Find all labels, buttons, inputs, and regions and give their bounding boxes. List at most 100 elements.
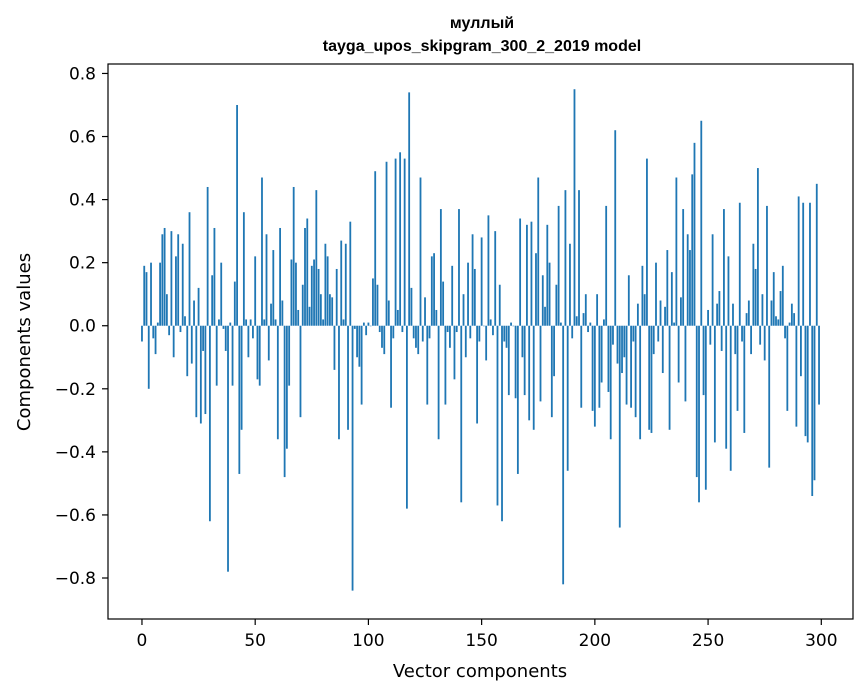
bar-component-30 xyxy=(208,325,211,522)
bar-component-207 xyxy=(609,325,612,440)
bar-component-89 xyxy=(342,319,345,326)
bar-component-206 xyxy=(607,325,610,392)
bar-component-154 xyxy=(489,319,492,326)
bar-component-275 xyxy=(763,325,766,361)
bar-component-211 xyxy=(618,325,621,528)
bar-component-234 xyxy=(670,272,673,326)
bar-component-146 xyxy=(471,234,474,326)
bar-component-225 xyxy=(650,325,653,433)
bar-component-103 xyxy=(374,171,377,326)
bar-component-194 xyxy=(580,325,583,408)
bar-component-102 xyxy=(372,278,374,326)
bar-component-153 xyxy=(487,215,490,326)
bar-component-175 xyxy=(537,177,540,326)
chart-title-line-2: tayga_upos_skipgram_300_2_2019 model xyxy=(323,38,641,55)
bar-component-291 xyxy=(800,325,802,377)
bar-component-172 xyxy=(530,221,533,326)
y-tick-label: −0.8 xyxy=(55,569,96,589)
x-tick-label: 50 xyxy=(244,631,266,651)
bar-component-107 xyxy=(383,325,386,355)
bar-component-183 xyxy=(555,284,558,326)
bar-component-100 xyxy=(367,322,370,326)
bar-component-164 xyxy=(512,325,515,327)
y-tick-label: 0.0 xyxy=(69,317,96,337)
bar-component-62 xyxy=(281,300,284,326)
bar-component-266 xyxy=(743,325,746,433)
x-tick-label: 300 xyxy=(805,631,837,651)
bar-component-85 xyxy=(333,325,336,370)
bar-component-157 xyxy=(496,325,499,506)
bar-component-281 xyxy=(777,319,780,326)
bar-component-229 xyxy=(659,300,662,326)
bar-component-290 xyxy=(797,196,800,326)
bar-component-136 xyxy=(449,325,451,348)
bar-component-86 xyxy=(335,268,338,326)
bar-component-244 xyxy=(693,142,696,326)
bar-component-216 xyxy=(630,325,632,408)
bar-component-111 xyxy=(392,325,395,339)
bar-component-131 xyxy=(437,325,440,440)
y-tick-label: 0.2 xyxy=(69,254,96,274)
bar-component-278 xyxy=(770,300,773,326)
bar-component-118 xyxy=(408,92,411,326)
bar-component-114 xyxy=(399,152,402,326)
bar-component-51 xyxy=(256,325,259,380)
bar-component-156 xyxy=(494,231,497,326)
bar-component-44 xyxy=(240,325,243,430)
bar-component-173 xyxy=(532,325,535,430)
bar-component-134 xyxy=(444,325,447,405)
bar-component-121 xyxy=(415,325,417,348)
bar-component-205 xyxy=(605,205,608,326)
bar-component-28 xyxy=(204,325,207,415)
bar-component-27 xyxy=(202,325,205,351)
bar-component-23 xyxy=(193,300,195,326)
bar-component-279 xyxy=(772,272,775,326)
bar-component-272 xyxy=(756,168,759,326)
bar-component-208 xyxy=(612,325,614,345)
bar-component-37 xyxy=(224,325,227,351)
bar-component-283 xyxy=(781,265,784,326)
bar-component-212 xyxy=(621,325,623,374)
bar-component-167 xyxy=(519,218,522,326)
bar-component-93 xyxy=(351,325,354,591)
bar-component-5 xyxy=(152,325,155,339)
bar-component-218 xyxy=(634,325,637,418)
x-tick-label: 200 xyxy=(579,631,611,651)
y-tick-label: 0.4 xyxy=(69,191,96,211)
bar-component-274 xyxy=(761,294,764,326)
bar-component-106 xyxy=(381,325,383,348)
bar-component-113 xyxy=(396,309,399,326)
bar-component-41 xyxy=(233,281,236,326)
bar-component-277 xyxy=(768,325,771,468)
bar-component-236 xyxy=(675,177,678,326)
bar-component-264 xyxy=(738,202,741,326)
bar-component-191 xyxy=(573,89,576,326)
bar-component-296 xyxy=(811,325,814,497)
bar-component-222 xyxy=(643,294,646,326)
bar-component-57 xyxy=(270,303,272,326)
bar-component-186 xyxy=(562,325,565,585)
bar-component-204 xyxy=(603,319,605,326)
bar-component-201 xyxy=(596,294,599,326)
bar-component-10 xyxy=(163,227,166,326)
bar-component-143 xyxy=(464,325,467,358)
bar-component-139 xyxy=(455,325,458,333)
bar-component-142 xyxy=(462,294,465,326)
bar-component-40 xyxy=(231,325,234,386)
bar-component-4 xyxy=(150,262,152,326)
bar-component-12 xyxy=(168,325,171,336)
bar-component-144 xyxy=(467,262,469,326)
x-tick-label: 150 xyxy=(465,631,497,651)
bar-component-52 xyxy=(258,325,261,386)
bar-component-168 xyxy=(521,325,524,358)
y-tick-label: −0.2 xyxy=(55,380,96,400)
bar-component-192 xyxy=(575,316,578,326)
bar-component-237 xyxy=(677,325,680,383)
bar-component-25 xyxy=(197,287,200,326)
bar-component-96 xyxy=(358,325,361,367)
bar-component-47 xyxy=(247,325,250,358)
bar-component-182 xyxy=(553,325,555,377)
bar-component-215 xyxy=(627,275,630,326)
bar-component-127 xyxy=(428,325,431,339)
